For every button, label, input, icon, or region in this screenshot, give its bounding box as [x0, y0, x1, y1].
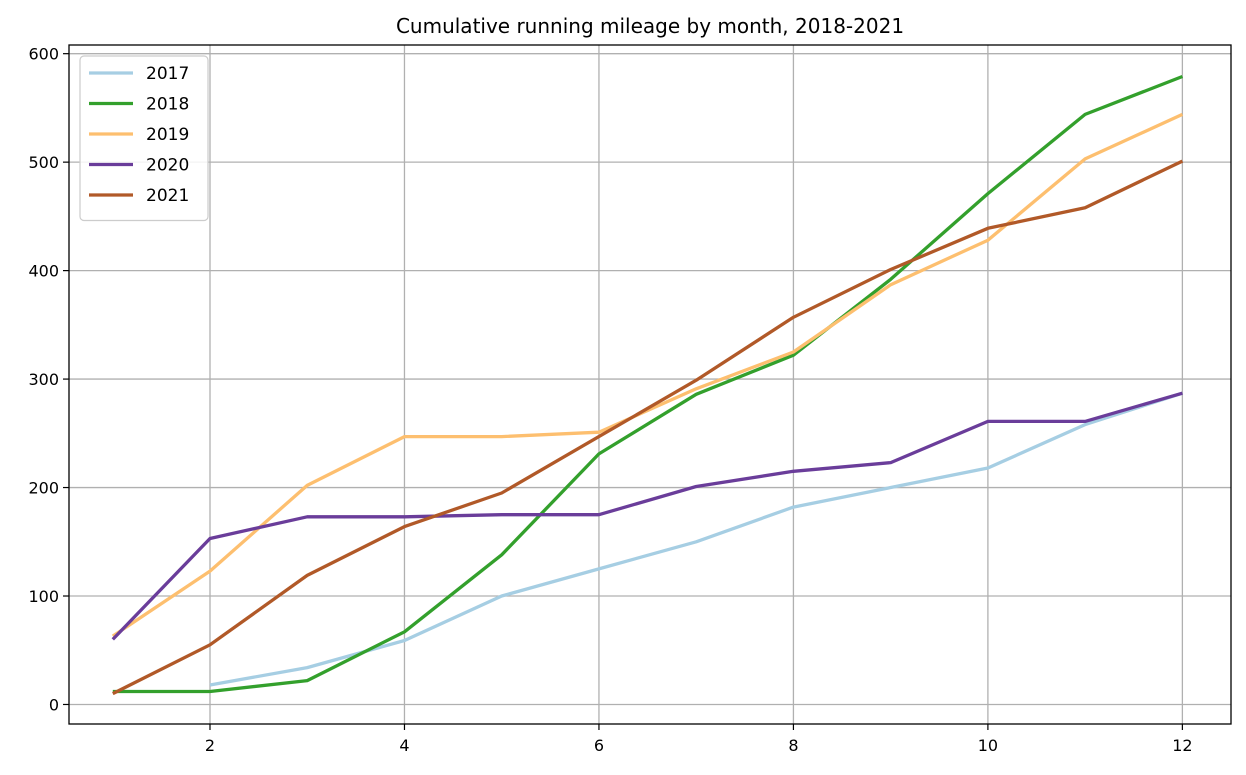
- y-tick-label: 0: [49, 695, 59, 714]
- legend-label-2018: 2018: [146, 95, 189, 115]
- legend: 2017 2018 2019 2020 2021: [79, 55, 209, 222]
- x-tick-label: 8: [788, 736, 798, 755]
- legend-label-2017: 2017: [146, 64, 189, 84]
- series-lines: [111, 74, 1184, 696]
- series-line-2020: [111, 391, 1183, 641]
- x-tick-label: 12: [1172, 736, 1192, 755]
- x-tick-label: 4: [399, 736, 409, 755]
- legend-label-2021: 2021: [146, 186, 189, 206]
- y-tick-label: 500: [28, 153, 59, 172]
- legend-box: [79, 55, 209, 222]
- series-line-2018: [112, 74, 1183, 694]
- y-tick-label: 200: [28, 479, 59, 498]
- y-tick-label: 600: [28, 45, 59, 64]
- grid-lines: [69, 45, 1231, 724]
- legend-label-2019: 2019: [146, 125, 189, 145]
- x-tick-label: 6: [594, 736, 604, 755]
- series-line-2021: [112, 159, 1184, 696]
- x-tick-label: 2: [205, 736, 215, 755]
- x-tick-label: 10: [978, 736, 998, 755]
- axis-ticks: 2 4 6 8 10 12 0 100 200 300 400 500 600: [28, 45, 1192, 755]
- series-line-2019: [111, 112, 1184, 638]
- plot-frame: [68, 44, 1232, 725]
- legend-label-2020: 2020: [146, 156, 189, 176]
- chart-title: Cumulative running mileage by month, 201…: [396, 14, 904, 38]
- y-tick-label: 400: [28, 262, 59, 281]
- y-tick-label: 300: [28, 370, 59, 389]
- y-tick-label: 100: [28, 587, 59, 606]
